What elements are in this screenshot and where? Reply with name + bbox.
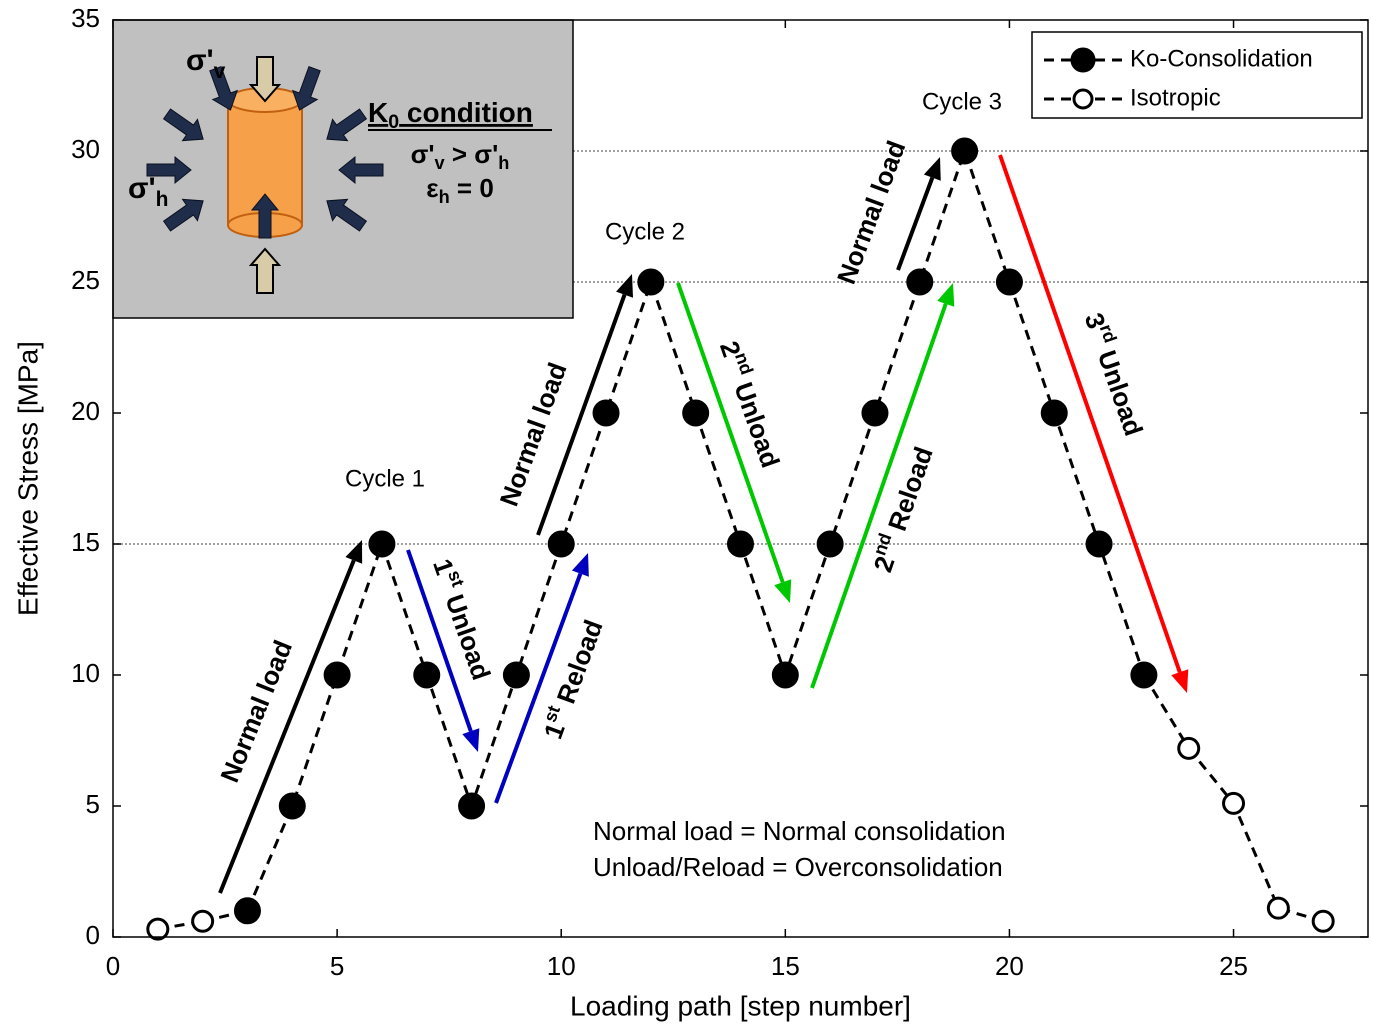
annotation-arrowhead bbox=[462, 728, 479, 752]
annotation-part: Reload bbox=[548, 616, 609, 715]
x-tick-label: 5 bbox=[330, 951, 344, 981]
annotation-arrowhead bbox=[774, 579, 791, 603]
x-tick-label: 20 bbox=[995, 951, 1024, 981]
data-point bbox=[235, 899, 259, 923]
annotation-part: Unload bbox=[1090, 340, 1150, 440]
data-point bbox=[639, 270, 663, 294]
annotation-arrowhead bbox=[572, 553, 589, 577]
x-tick-label: 0 bbox=[106, 951, 120, 981]
data-point bbox=[1042, 401, 1066, 425]
data-point bbox=[148, 919, 168, 939]
annotation-part: Unload bbox=[437, 584, 497, 684]
k0-line2-script: h bbox=[439, 187, 450, 207]
data-point bbox=[908, 270, 932, 294]
note: Normal load = Normal consolidation bbox=[593, 816, 1006, 846]
data-point bbox=[1268, 898, 1288, 918]
chart: 0 5 10 15 20 25 0 5 10 15 20 25 30 35 Loading path [st… bbox=[0, 0, 1373, 1030]
k0-title-part: K bbox=[368, 97, 388, 128]
legend-marker bbox=[1074, 90, 1092, 108]
sigma-v-label-script: v bbox=[214, 60, 226, 83]
annotation-label: 1st Reload bbox=[535, 615, 609, 743]
data-point bbox=[415, 663, 439, 687]
x-tick-label: 25 bbox=[1219, 951, 1248, 981]
y-tick-label: 15 bbox=[71, 527, 100, 557]
annotation-part: Reload bbox=[879, 443, 938, 542]
annotation-label: 2nd Unload bbox=[714, 336, 789, 471]
data-point bbox=[325, 663, 349, 687]
data-point bbox=[1087, 532, 1111, 556]
data-point bbox=[773, 663, 797, 687]
k0-line1-part: σ' bbox=[411, 139, 435, 169]
y-tick-label: 20 bbox=[71, 396, 100, 426]
k0-line1: σ'v > σ'h bbox=[411, 139, 510, 173]
legend-marker bbox=[1072, 49, 1094, 71]
page: 0 5 10 15 20 25 0 5 10 15 20 25 30 35 Loading path [st… bbox=[0, 0, 1373, 1030]
annotation-label: Normal load bbox=[214, 636, 298, 787]
annotation-part: Normal load bbox=[493, 359, 572, 511]
data-point bbox=[729, 532, 753, 556]
y-tick-label: 10 bbox=[71, 658, 100, 688]
data-point bbox=[997, 270, 1021, 294]
sigma-v-label-part: σ' bbox=[186, 44, 214, 77]
annotation-arrowhead bbox=[616, 274, 633, 298]
x-tick-label: 15 bbox=[771, 951, 800, 981]
annotation-label: 1st Unload bbox=[427, 554, 499, 684]
data-point bbox=[1224, 793, 1244, 813]
annotation-arrow bbox=[812, 304, 946, 688]
y-tick-label: 25 bbox=[71, 265, 100, 295]
k0-line2-part: ε bbox=[426, 173, 438, 203]
data-point bbox=[1179, 738, 1199, 758]
data-point bbox=[460, 794, 484, 818]
k0-line1-script: h bbox=[498, 153, 509, 173]
k0-line2-part: = 0 bbox=[450, 173, 494, 203]
annotation-arrow bbox=[1000, 155, 1180, 672]
legend-label: Ko-Consolidation bbox=[1130, 45, 1313, 72]
data-point bbox=[1132, 663, 1156, 687]
data-point bbox=[594, 401, 618, 425]
annotation-part: Unload bbox=[726, 372, 786, 472]
annotation-arrowhead bbox=[1171, 669, 1188, 693]
data-point bbox=[370, 532, 394, 556]
sigma-h-label-part: σ' bbox=[128, 172, 156, 205]
legend-label: Isotropic bbox=[1130, 84, 1221, 111]
annotation-label: Normal load bbox=[493, 359, 572, 511]
annotation-part: Normal load bbox=[214, 636, 298, 787]
sigma-h-label-script: h bbox=[156, 188, 169, 211]
y-axis-label: Effective Stress [MPa] bbox=[12, 341, 43, 616]
data-point bbox=[504, 663, 528, 687]
k0-title-part: condition bbox=[399, 97, 533, 128]
k0-line2: εh = 0 bbox=[426, 173, 494, 207]
annotation-arrowhead bbox=[937, 283, 954, 307]
data-point bbox=[818, 532, 842, 556]
data-point bbox=[953, 139, 977, 163]
y-tick-label: 30 bbox=[71, 134, 100, 164]
data-point bbox=[193, 911, 213, 931]
x-axis-label: Loading path [step number] bbox=[570, 990, 911, 1021]
x-tick-label: 10 bbox=[547, 951, 576, 981]
y-tick-label: 35 bbox=[71, 3, 100, 33]
cycle-label: Cycle 1 bbox=[345, 465, 425, 492]
data-point bbox=[684, 401, 708, 425]
cycle-label: Cycle 2 bbox=[605, 218, 685, 245]
annotation-arrowhead bbox=[924, 157, 941, 181]
data-point bbox=[1313, 911, 1333, 931]
note: Unload/Reload = Overconsolidation bbox=[593, 852, 1003, 882]
data-point bbox=[863, 401, 887, 425]
cycle-label: Cycle 3 bbox=[922, 88, 1002, 115]
data-point bbox=[549, 532, 573, 556]
y-tick-label: 5 bbox=[86, 789, 100, 819]
y-tick-label: 0 bbox=[86, 920, 100, 950]
k0-line1-part: > σ' bbox=[445, 139, 499, 169]
annotation-label: 3rd Unload bbox=[1079, 308, 1152, 440]
data-point bbox=[280, 794, 304, 818]
